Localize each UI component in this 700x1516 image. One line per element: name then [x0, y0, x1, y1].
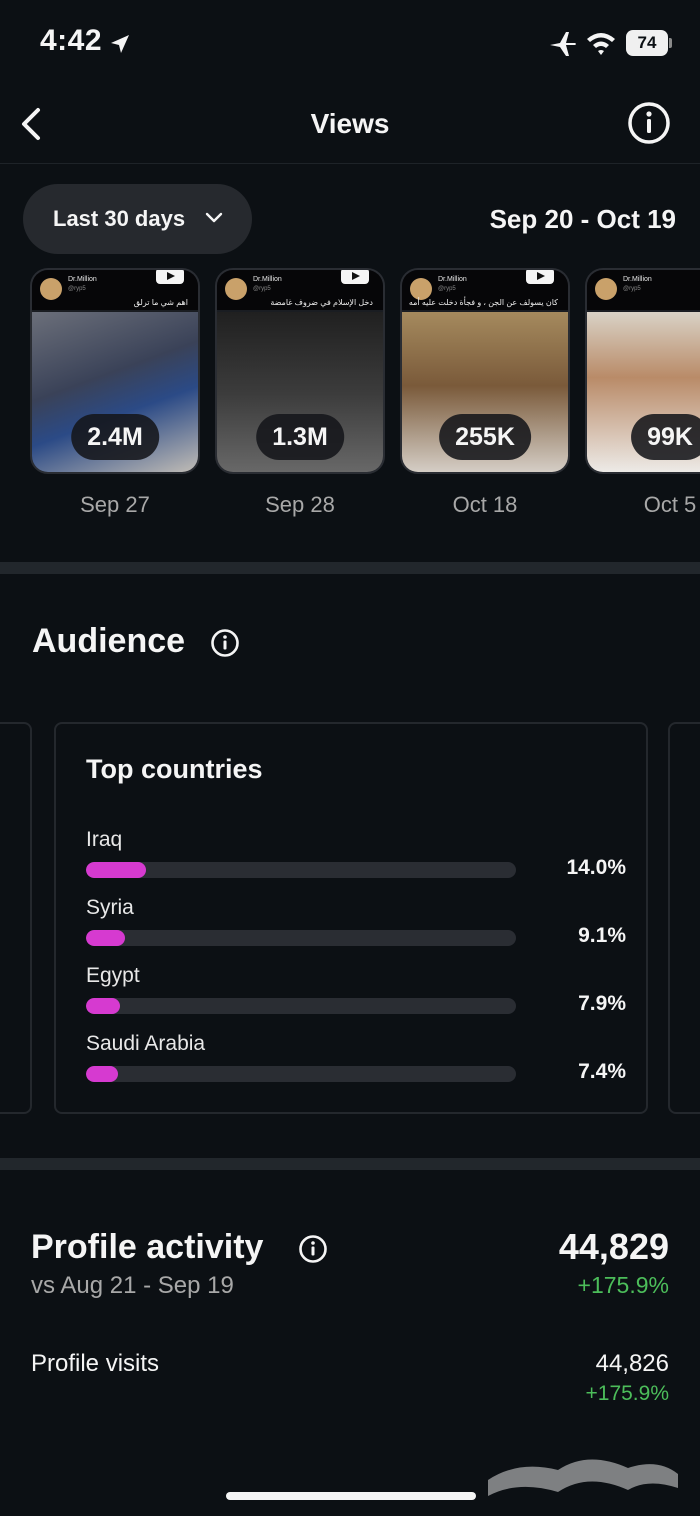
- status-time: 4:42: [40, 24, 103, 57]
- post-date: Oct 5: [643, 492, 697, 517]
- country-bar-fill: [86, 1066, 118, 1082]
- country-bar-fill: [86, 930, 126, 946]
- country-bar-track: [86, 862, 516, 878]
- battery-tip: [669, 38, 672, 48]
- country-percent: 7.4%: [578, 1060, 626, 1083]
- post-author: Dr.Million: [253, 276, 282, 283]
- profile-visits-change: +175.9%: [585, 1382, 670, 1405]
- country-name: Syria: [86, 896, 134, 919]
- country-bar-track: [86, 930, 516, 946]
- avatar: [595, 278, 617, 300]
- post-thumbnail[interactable]: Dr.Million @ryp5 كان يسولف عن الجن ، و ف…: [400, 268, 570, 474]
- play-icon: [156, 270, 184, 284]
- chevron-down-icon: [205, 212, 223, 223]
- post-views-badge: 255K: [439, 414, 531, 460]
- home-indicator[interactable]: [226, 1492, 476, 1500]
- post-thumbnail[interactable]: Dr.Million @ryp5 اهم شي ما ترلق 2.4M: [30, 268, 200, 474]
- avatar: [410, 278, 432, 300]
- profile-visits-value: 44,826: [595, 1350, 669, 1377]
- post-thumbnail[interactable]: Dr.Million @ryp5 99K: [585, 268, 700, 474]
- country-bar-track: [86, 1066, 516, 1082]
- battery-level: 74: [626, 30, 668, 56]
- status-bar: 4:42 74: [0, 0, 700, 88]
- audience-heading: Audience: [32, 622, 186, 660]
- airplane-mode-icon: [550, 32, 576, 56]
- post-caption: كان يسولف عن الجن ، و فجأة دخلت عليه أمه: [408, 298, 558, 307]
- audience-card-previous[interactable]: [0, 722, 32, 1114]
- post-date: Sep 28: [265, 492, 335, 517]
- post-caption: دخل الإسلام في ضروف غامضة: [270, 298, 373, 307]
- post-author: Dr.Million: [438, 276, 467, 283]
- location-arrow-icon: [111, 35, 129, 53]
- profile-activity-heading: Profile activity: [31, 1228, 264, 1266]
- country-row: Saudi Arabia 7.4%: [86, 1032, 626, 1092]
- play-icon: [341, 270, 369, 284]
- info-icon[interactable]: [210, 628, 240, 658]
- post-date: Sep 27: [80, 492, 150, 517]
- play-icon: [526, 270, 554, 284]
- post-handle: @ryp5: [68, 286, 86, 292]
- avatar: [225, 278, 247, 300]
- country-percent: 14.0%: [566, 856, 626, 879]
- audience-card-next[interactable]: [668, 722, 700, 1114]
- info-icon[interactable]: [298, 1234, 328, 1264]
- country-bar-fill: [86, 862, 147, 878]
- date-range-dropdown-label: Last 30 days: [53, 206, 186, 231]
- country-name: Iraq: [86, 828, 123, 851]
- country-name: Saudi Arabia: [86, 1032, 206, 1055]
- post-views-badge: 1.3M: [256, 414, 344, 460]
- top-countries-card[interactable]: Top countries Iraq 14.0% Syria 9.1% Egyp…: [54, 722, 648, 1114]
- post-handle: @ryp5: [623, 286, 641, 292]
- avatar: [40, 278, 62, 300]
- wifi-icon: [587, 33, 615, 55]
- nav-bar: Views: [0, 88, 700, 164]
- card-title: Top countries: [86, 754, 263, 784]
- top-posts-carousel[interactable]: Dr.Million @ryp5 اهم شي ما ترلق 2.4M Sep…: [0, 268, 700, 528]
- comparison-period: vs Aug 21 - Sep 19: [31, 1272, 234, 1299]
- info-icon[interactable]: [626, 100, 672, 146]
- country-bar-track: [86, 998, 516, 1014]
- section-divider: [0, 1158, 700, 1170]
- date-range-text: Sep 20 - Oct 19: [489, 204, 676, 234]
- post-views-badge: 99K: [631, 414, 700, 460]
- post-views-badge: 2.4M: [71, 414, 159, 460]
- post-author: Dr.Million: [623, 276, 652, 283]
- country-bar-fill: [86, 998, 120, 1014]
- page-title: Views: [310, 108, 390, 139]
- profile-activity-change: +175.9%: [577, 1272, 669, 1298]
- country-percent: 7.9%: [578, 992, 626, 1015]
- watermark-logo: [488, 1459, 678, 1496]
- profile-visits-label: Profile visits: [31, 1350, 160, 1377]
- country-row: Egypt 7.9%: [86, 964, 626, 1024]
- post-thumbnail[interactable]: Dr.Million @ryp5 دخل الإسلام في ضروف غام…: [215, 268, 385, 474]
- date-range-dropdown[interactable]: Last 30 days: [23, 184, 252, 254]
- post-author: Dr.Million: [68, 276, 97, 283]
- country-percent: 9.1%: [578, 924, 626, 947]
- post-handle: @ryp5: [438, 286, 456, 292]
- post-handle: @ryp5: [253, 286, 271, 292]
- battery-indicator: 74: [626, 30, 672, 56]
- profile-activity-total: 44,829: [558, 1226, 669, 1267]
- country-row: Iraq 14.0%: [86, 828, 626, 888]
- back-arrow-icon[interactable]: [12, 100, 52, 148]
- country-name: Egypt: [86, 964, 140, 987]
- post-caption: اهم شي ما ترلق: [133, 298, 188, 307]
- section-divider: [0, 562, 700, 574]
- post-date: Oct 18: [452, 492, 518, 517]
- country-row: Syria 9.1%: [86, 896, 626, 956]
